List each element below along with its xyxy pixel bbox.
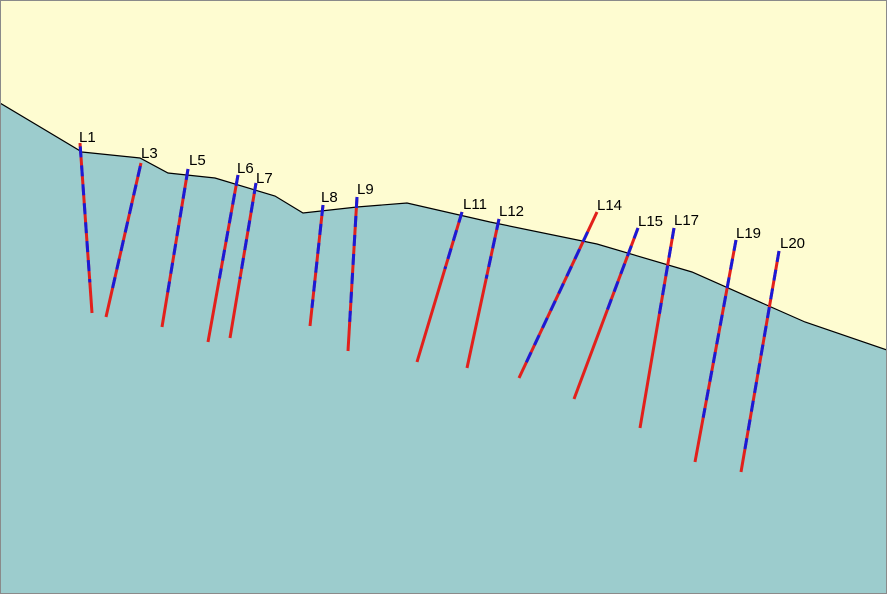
line-l8 (308, 204, 325, 327)
line-l9 (346, 196, 359, 352)
line-label-l19: L19 (736, 225, 761, 242)
line-l20-secondary (743, 250, 781, 451)
line-l8-secondary (310, 204, 325, 309)
line-l20-primary (739, 250, 781, 473)
line-l20 (739, 250, 781, 473)
line-l9-secondary (348, 196, 359, 324)
line-l14-secondary (523, 231, 589, 366)
line-label-l6: L6 (237, 160, 254, 177)
line-label-l1: L1 (79, 129, 96, 146)
line-label-l17: L17 (674, 212, 699, 229)
line-label-l3: L3 (141, 145, 158, 162)
line-l5-secondary (165, 168, 190, 299)
line-label-l11: L11 (463, 196, 487, 213)
line-label-l9: L9 (357, 181, 374, 198)
line-l19-primary (693, 239, 738, 463)
line-l15 (572, 227, 640, 400)
line-l6 (206, 174, 240, 343)
line-label-l15: L15 (638, 213, 663, 230)
line-l11-secondary (443, 211, 464, 270)
line-l1-secondary (78, 146, 92, 283)
line-l7 (228, 182, 258, 339)
line-l3 (104, 162, 143, 318)
line-l14 (517, 211, 599, 379)
line-label-l14: L14 (597, 197, 622, 214)
line-l17 (638, 227, 676, 429)
line-label-l5: L5 (189, 152, 206, 169)
line-l17-primary (638, 227, 676, 429)
line-l12 (465, 218, 501, 369)
ground-surface-line (0, 102, 887, 351)
line-l3-secondary (110, 165, 142, 290)
line-l11 (415, 211, 464, 363)
ground-area (0, 103, 887, 594)
line-l5 (160, 168, 190, 328)
line-label-l7: L7 (256, 170, 273, 187)
line-l15-secondary (604, 227, 640, 315)
line-label-l12: L12 (499, 203, 524, 220)
line-l12-secondary (484, 218, 501, 279)
line-l1 (78, 142, 94, 314)
line-l7-secondary (238, 182, 258, 280)
line-l17-secondary (656, 227, 676, 321)
line-label-l8: L8 (321, 189, 338, 206)
lines-layer (78, 142, 781, 473)
line-label-l20: L20 (780, 235, 805, 252)
line-l15-primary (572, 227, 640, 400)
line-l19 (693, 239, 738, 463)
